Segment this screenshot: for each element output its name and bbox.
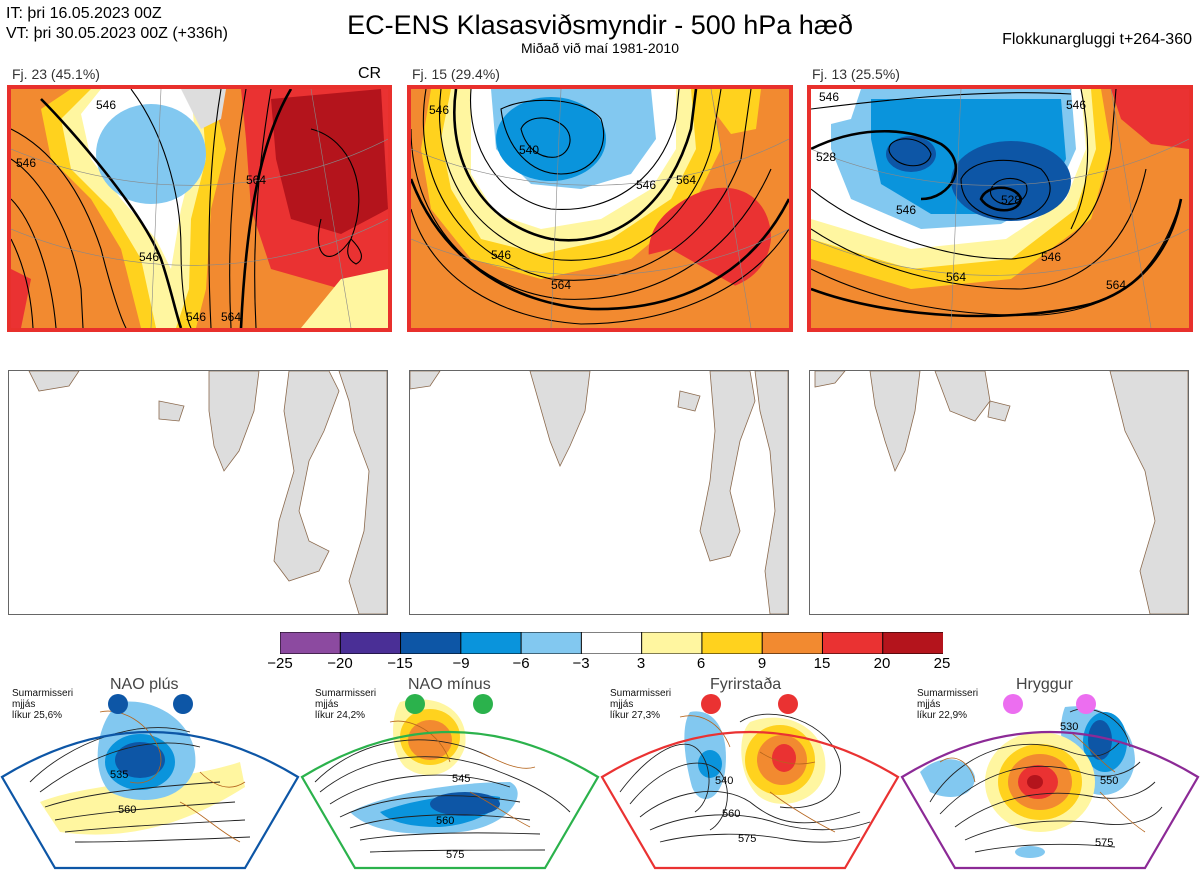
contour-label: 560	[118, 804, 136, 816]
cluster-3-map[interactable]: 546 546 528 528 546 564 564 546	[807, 85, 1193, 332]
contour-label: 564	[551, 278, 571, 292]
contour-label: 560	[722, 808, 740, 820]
valid-time: VT: þri 30.05.2023 00Z (+336h)	[6, 25, 228, 42]
regime-3-map[interactable]: 540 560 575	[600, 692, 900, 870]
contour-label: 540	[715, 775, 733, 787]
regime-3-title: Fyrirstaða	[710, 676, 782, 693]
cluster-1-map[interactable]: 546 546 564 546 546 564	[7, 85, 392, 332]
colorbar-swatch	[641, 631, 703, 655]
colorbar-swatch	[882, 631, 944, 655]
contour-label: 530	[1060, 721, 1078, 733]
colorbar-tick: 15	[813, 655, 831, 672]
colorbar	[279, 631, 944, 655]
regime-1-marker	[173, 694, 193, 714]
map-panel-empty-2[interactable]	[409, 370, 789, 615]
contour-label: 546	[96, 98, 116, 112]
contour-label: 546	[186, 310, 206, 324]
contour-label: 540	[519, 143, 539, 157]
regime-4-map[interactable]: 530 550 575	[900, 692, 1200, 870]
contour-label: 546	[819, 90, 839, 104]
regime-2-map[interactable]: 545 560 575	[300, 692, 600, 870]
contour-label: 564	[246, 173, 266, 187]
contour-label: 564	[676, 173, 696, 187]
map-panel-empty-1[interactable]	[8, 370, 388, 615]
colorbar-swatch	[339, 631, 402, 655]
regime-4-marker	[1003, 694, 1023, 714]
contour-label: 564	[946, 270, 966, 284]
colorbar-tick: 9	[757, 655, 767, 672]
colorbar-tick: 20	[873, 655, 891, 672]
regime-2-title: NAO mínus	[408, 676, 491, 693]
contour-label: 546	[636, 178, 656, 192]
regime-2-marker	[473, 694, 493, 714]
map-panel-empty-3[interactable]	[809, 370, 1189, 615]
contour-label: 560	[436, 815, 454, 827]
page-title: EC-ENS Klasasviðsmyndir - 500 hPa hæð	[347, 10, 853, 40]
contour-label: 546	[139, 250, 159, 264]
colorbar-swatch	[580, 631, 643, 655]
colorbar-swatch	[821, 631, 884, 655]
colorbar-swatch	[520, 631, 583, 655]
contour-label: 546	[16, 156, 36, 170]
contour-label: 575	[738, 833, 756, 845]
cluster-2-map[interactable]: 546 540 546 564 546 564	[407, 85, 793, 332]
contour-label: 546	[1041, 250, 1061, 264]
colorbar-tick: −3	[572, 655, 590, 672]
colorbar-swatches	[279, 631, 944, 655]
cluster-3-label: Fj. 13 (25.5%)	[812, 66, 900, 82]
regime-4-note: Sumarmisseri mjjás líkur 22,9%	[917, 688, 979, 721]
regime-3-marker	[701, 694, 721, 714]
colorbar-tick: −25	[267, 655, 293, 672]
regime-1-note: Sumarmisseri mjjás líkur 25,6%	[12, 688, 74, 721]
contour-label: 535	[110, 769, 128, 781]
colorbar-tick: −6	[512, 655, 530, 672]
colorbar-swatch	[761, 631, 824, 655]
colorbar-tick: −9	[452, 655, 470, 672]
colorbar-swatch	[400, 631, 462, 655]
cluster-1-label: Fj. 23 (45.1%)	[12, 66, 100, 82]
header-left: IT: þri 16.05.2023 00Z VT: þri 30.05.202…	[6, 4, 228, 44]
colorbar-swatch	[279, 631, 342, 655]
contour-label: 550	[1100, 775, 1118, 787]
regime-4-marker	[1076, 694, 1096, 714]
contour-label: 528	[816, 150, 836, 164]
colorbar-tick: 25	[933, 655, 951, 672]
contour-label: 545	[452, 773, 470, 785]
contour-label: 546	[491, 248, 511, 262]
colorbar-swatch	[701, 631, 764, 655]
cluster-1-tag: CR	[358, 65, 382, 82]
contour-label: 564	[221, 310, 241, 324]
colorbar-swatch	[460, 631, 523, 655]
regime-4-title: Hryggur	[1016, 676, 1073, 693]
regime-2-marker	[405, 694, 425, 714]
regime-1-marker	[108, 694, 128, 714]
colorbar-ticks: −25 −20 −15 −9 −6 −3 3 6 9 15 20 25	[260, 655, 960, 675]
contour-label: 546	[896, 203, 916, 217]
regime-3-note: Sumarmisseri mjjás líkur 27,3%	[610, 688, 672, 721]
contour-label: 564	[1106, 278, 1126, 292]
contour-label: 546	[429, 103, 449, 117]
colorbar-tick: 3	[636, 655, 646, 672]
colorbar-tick: −20	[327, 655, 353, 672]
contour-label: 528	[1001, 193, 1021, 207]
colorbar-tick: 6	[696, 655, 706, 672]
contour-label: 546	[1066, 98, 1086, 112]
regime-3-marker	[778, 694, 798, 714]
classification-window: Flokkunargluggi t+264-360	[1002, 31, 1192, 48]
cluster-2-label: Fj. 15 (29.4%)	[412, 66, 500, 82]
regime-2-note: Sumarmisseri mjjás líkur 24,2%	[315, 688, 377, 721]
contour-label: 575	[1095, 837, 1113, 849]
contour-label: 575	[446, 849, 464, 861]
regime-1-map[interactable]: 535 560	[0, 692, 300, 870]
regime-1-title: NAO plús	[110, 676, 179, 693]
colorbar-tick: −15	[387, 655, 413, 672]
initial-time: IT: þri 16.05.2023 00Z	[6, 5, 162, 22]
page-subtitle: Miðað við maí 1981-2010	[521, 40, 679, 56]
